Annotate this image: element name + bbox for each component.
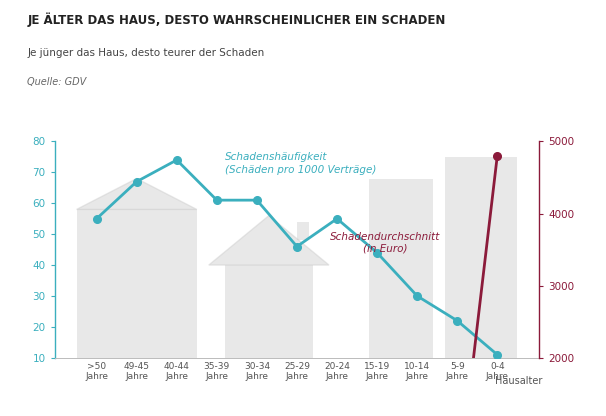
Bar bbox=[491, 237, 502, 250]
Bar bbox=[491, 209, 502, 222]
Polygon shape bbox=[209, 215, 329, 265]
Bar bbox=[116, 313, 132, 327]
Bar bbox=[451, 321, 462, 333]
Bar bbox=[395, 265, 406, 277]
Bar bbox=[116, 282, 132, 296]
Bar bbox=[471, 293, 482, 305]
Bar bbox=[395, 237, 406, 250]
Bar bbox=[145, 313, 160, 327]
Bar bbox=[369, 178, 433, 358]
Bar bbox=[225, 265, 313, 358]
Bar bbox=[491, 182, 502, 194]
Bar bbox=[116, 251, 132, 265]
Bar bbox=[451, 293, 462, 305]
Bar bbox=[375, 209, 386, 222]
Bar bbox=[491, 293, 502, 305]
Bar bbox=[88, 282, 104, 296]
Text: Je jünger das Haus, desto teurer der Schaden: Je jünger das Haus, desto teurer der Sch… bbox=[27, 48, 265, 58]
Bar bbox=[395, 293, 406, 305]
Bar bbox=[297, 222, 309, 240]
Bar bbox=[471, 321, 482, 333]
Bar bbox=[471, 182, 482, 194]
Bar bbox=[257, 333, 281, 358]
Bar bbox=[375, 265, 386, 277]
Bar bbox=[415, 265, 427, 277]
Bar bbox=[76, 209, 197, 358]
Bar bbox=[145, 282, 160, 296]
Bar bbox=[451, 209, 462, 222]
Bar bbox=[375, 293, 386, 305]
Text: Quelle: GDV: Quelle: GDV bbox=[27, 77, 87, 87]
Bar bbox=[395, 321, 406, 333]
Bar bbox=[375, 321, 386, 333]
Bar bbox=[445, 157, 518, 358]
Bar bbox=[88, 313, 104, 327]
Bar bbox=[471, 237, 482, 250]
Bar bbox=[145, 251, 160, 265]
Bar bbox=[415, 237, 427, 250]
Bar bbox=[451, 237, 462, 250]
Polygon shape bbox=[76, 178, 197, 209]
Bar bbox=[491, 321, 502, 333]
Bar bbox=[415, 293, 427, 305]
Bar bbox=[173, 251, 188, 265]
Bar bbox=[173, 282, 188, 296]
Bar bbox=[471, 265, 482, 277]
Text: JE ÄLTER DAS HAUS, DESTO WAHRSCHEINLICHER EIN SCHADEN: JE ÄLTER DAS HAUS, DESTO WAHRSCHEINLICHE… bbox=[27, 12, 445, 27]
Bar bbox=[451, 182, 462, 194]
Text: Schadenshäufigkeit
(Schäden pro 1000 Verträge): Schadenshäufigkeit (Schäden pro 1000 Ver… bbox=[225, 152, 376, 175]
Bar bbox=[395, 209, 406, 222]
Bar bbox=[277, 305, 301, 321]
Bar bbox=[415, 209, 427, 222]
Bar bbox=[415, 321, 427, 333]
Text: Schadendurchschnitt
(in Euro): Schadendurchschnitt (in Euro) bbox=[330, 232, 441, 254]
Bar bbox=[231, 305, 255, 321]
Text: Hausalter: Hausalter bbox=[495, 376, 542, 386]
Bar bbox=[491, 265, 502, 277]
Bar bbox=[451, 265, 462, 277]
Bar bbox=[471, 209, 482, 222]
Bar bbox=[88, 251, 104, 265]
Bar bbox=[375, 237, 386, 250]
Bar bbox=[122, 339, 151, 358]
Bar bbox=[173, 313, 188, 327]
